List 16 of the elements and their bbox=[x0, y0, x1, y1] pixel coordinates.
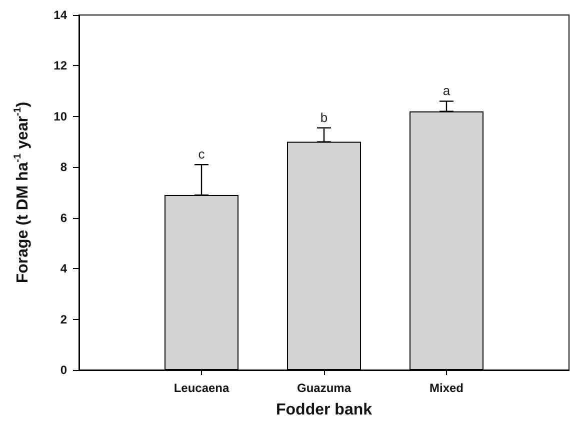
y-tick-label: 10 bbox=[54, 109, 68, 124]
y-tick-label: 2 bbox=[60, 312, 68, 326]
annotation: b bbox=[320, 110, 328, 125]
y-tick-label: 14 bbox=[54, 8, 68, 22]
x-tick-label: Mixed bbox=[429, 381, 464, 395]
x-tick-label: Guazuma bbox=[296, 381, 352, 395]
y-tick-label: 4 bbox=[60, 262, 68, 276]
annotation: c bbox=[198, 146, 206, 162]
y-tick-label: 8 bbox=[60, 160, 68, 174]
x-axis-title: Fodder bank bbox=[276, 402, 372, 418]
y-tick-label: 0 bbox=[60, 363, 68, 377]
y-tick-label: 6 bbox=[60, 210, 68, 225]
annotation: a bbox=[442, 83, 451, 98]
y-tick-label: 12 bbox=[54, 58, 68, 73]
y-axis-title: Forage (t DM ha-1 year-1) bbox=[12, 102, 32, 284]
x-tick-label: Leucaena bbox=[174, 381, 230, 395]
